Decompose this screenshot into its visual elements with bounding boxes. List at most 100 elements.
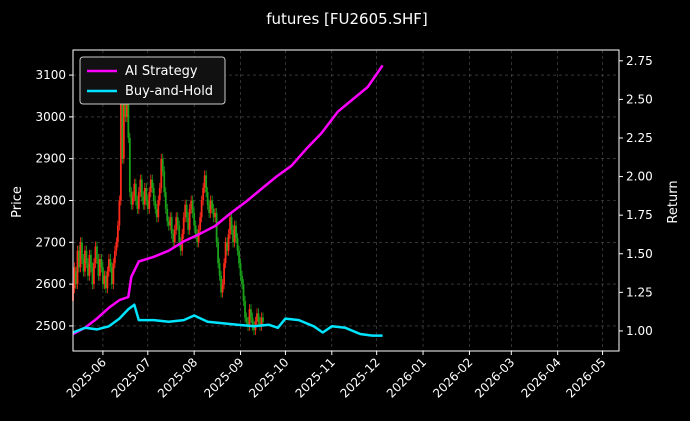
candle-body — [211, 200, 214, 209]
candle-body — [110, 267, 113, 285]
candle-body — [79, 242, 82, 268]
candle-body — [245, 317, 248, 322]
candle-body — [188, 208, 191, 230]
candle-body — [172, 233, 175, 243]
candle-body — [209, 200, 212, 214]
candle-body — [212, 208, 215, 218]
candle-body — [178, 225, 181, 243]
candle-body — [221, 284, 224, 293]
left-y-axis: 2500 2600 2700 2800 2900 3000 3100 — [35, 68, 73, 333]
candle-body — [227, 233, 230, 251]
candle-body — [119, 95, 122, 201]
candle-body — [81, 242, 83, 260]
candle-body — [251, 317, 254, 326]
candle-body — [97, 259, 100, 276]
y-tick-label-left: 2700 — [35, 235, 66, 249]
candle-body — [253, 325, 255, 331]
candle-body — [139, 179, 142, 193]
candle-body — [149, 179, 152, 193]
candle-body — [158, 187, 161, 201]
candle-body — [199, 217, 202, 230]
candle-body — [160, 158, 163, 188]
candle-body — [241, 275, 243, 285]
candle-body — [202, 187, 205, 201]
candle-body — [257, 313, 260, 322]
candle-body — [115, 242, 118, 251]
candle-body — [236, 238, 239, 251]
y-tick-label-right: 1.50 — [626, 247, 653, 261]
grid-lines — [73, 50, 619, 351]
candle-body — [233, 225, 236, 243]
candle-body — [176, 217, 179, 226]
y-tick-label-right: 2.25 — [626, 131, 653, 145]
return-lines — [72, 64, 384, 337]
candle-body — [256, 313, 258, 322]
candle-body — [226, 242, 228, 251]
y-tick-label-left: 3000 — [35, 110, 66, 124]
candle-body — [116, 225, 119, 243]
candle-body — [169, 217, 172, 226]
candle-body — [109, 259, 112, 268]
candle-body — [90, 254, 92, 268]
candle-body — [134, 183, 137, 201]
candle-body — [220, 275, 222, 293]
candle-body — [235, 225, 237, 239]
candle-body — [131, 196, 134, 205]
candle-body — [214, 213, 217, 218]
candle-body — [166, 208, 169, 222]
candle-body — [242, 284, 245, 301]
candle-body — [152, 187, 155, 201]
y-tick-label-left: 2500 — [35, 319, 66, 333]
y-axis-label-right: Return — [666, 180, 681, 223]
y-tick-label-right: 1.00 — [626, 324, 653, 338]
candle-body — [196, 233, 199, 243]
y-axis-label-left: Price — [10, 186, 25, 218]
candle-body — [250, 309, 252, 318]
candle-body — [151, 179, 154, 188]
candle-body — [105, 275, 107, 289]
candle-body — [163, 171, 166, 193]
candle-body — [78, 250, 80, 268]
candle-body — [248, 309, 251, 326]
candlestick-series — [72, 70, 264, 336]
candle-body — [112, 263, 115, 285]
candle-body — [118, 200, 121, 226]
candle-body — [239, 263, 242, 276]
y-tick-label-left: 3100 — [35, 68, 66, 82]
candle-body — [190, 200, 193, 209]
candle-body — [84, 250, 86, 272]
candle-body — [247, 321, 249, 326]
candle-body — [164, 192, 167, 209]
candle-body — [103, 275, 106, 285]
buy-and-hold-line — [72, 303, 383, 337]
chart-title: futures [FU2605.SHF] — [266, 10, 428, 28]
candle-body — [173, 229, 176, 243]
candle-body — [102, 267, 104, 285]
candle-body — [145, 187, 148, 201]
candle-body — [73, 267, 76, 289]
ai-strategy-line — [72, 64, 384, 336]
candle-body — [127, 75, 130, 138]
candle-body — [136, 200, 139, 209]
candle-body — [244, 300, 246, 318]
legend: AI Strategy Buy-and-Hold — [79, 56, 226, 105]
y-tick-label-left: 2800 — [35, 194, 66, 208]
y-tick-label-left: 2600 — [35, 277, 66, 291]
candle-body — [185, 204, 188, 218]
candle-body — [140, 179, 143, 197]
candle-body — [194, 225, 197, 234]
y-tick-label-left: 2900 — [35, 152, 66, 166]
y-tick-label-right: 2.00 — [626, 170, 653, 184]
candle-body — [229, 217, 231, 234]
candle-body — [175, 217, 178, 230]
candle-body — [142, 196, 145, 205]
candle-body — [130, 192, 133, 205]
candle-body — [154, 200, 157, 209]
y-tick-label-right: 1.75 — [626, 208, 653, 222]
candle-body — [232, 229, 234, 243]
candle-body — [182, 217, 185, 234]
candle-body — [76, 250, 79, 285]
candle-body — [82, 259, 85, 272]
candle-body — [208, 204, 211, 214]
